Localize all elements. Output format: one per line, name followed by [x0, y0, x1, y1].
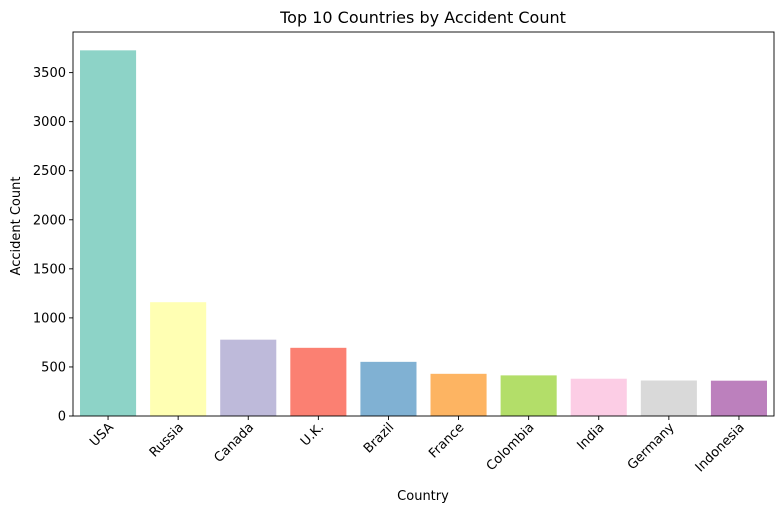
x-axis-ticks: USA Russia Canada U.K. Brazil France Colombia I…	[87, 416, 748, 475]
y-tick-label: 1000	[33, 311, 66, 326]
bar-india	[570, 378, 627, 416]
y-tick-label: 2500	[33, 164, 66, 179]
bar-colombia	[500, 375, 557, 416]
y-tick-label: 1500	[33, 262, 66, 277]
y-tick-label: 500	[41, 360, 66, 375]
plot-frame	[72, 31, 775, 417]
x-tick-label: U.K.	[298, 420, 327, 449]
y-axis-ticks: 0 500 1000 1500 2000 2500 3000 3500	[33, 66, 73, 425]
bar-u-k	[290, 347, 347, 416]
bar-france	[430, 373, 487, 416]
bar-canada	[220, 339, 277, 416]
x-axis-label: Country	[397, 489, 449, 504]
x-tick-label: Canada	[211, 420, 257, 466]
bars-group	[80, 50, 767, 417]
y-tick-label: 2000	[33, 213, 66, 228]
y-tick-label: 3000	[33, 115, 66, 130]
y-tick-label: 0	[58, 410, 66, 425]
x-tick-label: Colombia	[484, 420, 538, 474]
x-tick-label: Russia	[147, 420, 187, 460]
x-tick-label: India	[574, 420, 607, 453]
y-tick-label: 3500	[33, 66, 66, 81]
bar-russia	[150, 302, 207, 416]
bar-brazil	[360, 361, 417, 416]
bar-indonesia	[710, 380, 767, 416]
x-tick-label: Germany	[625, 420, 678, 473]
x-tick-label: Brazil	[361, 420, 397, 456]
bar-germany	[640, 380, 697, 416]
x-tick-label: Indonesia	[693, 420, 748, 475]
x-tick-label: USA	[87, 420, 117, 450]
y-axis-label: Accident Count	[9, 177, 24, 276]
bar-usa	[80, 50, 137, 417]
x-tick-label: France	[426, 420, 467, 461]
chart-title: Top 10 Countries by Accident Count	[279, 8, 566, 27]
